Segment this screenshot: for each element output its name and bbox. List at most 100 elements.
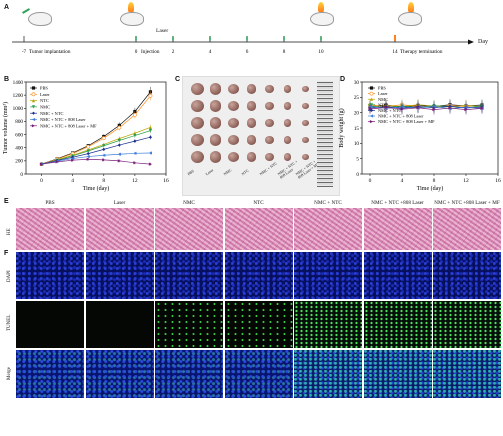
timeline-day-label: 8 [283,49,286,55]
series-nmc-ntc-808-laser-mf [368,102,484,115]
panel-label-f: F [4,250,9,257]
data-point [31,124,36,128]
data-point [86,157,90,161]
histology-image-dapi [433,252,501,299]
data-point [86,152,90,156]
data-point [368,107,372,111]
legend-label: NMC + NTC [40,111,64,116]
mouse-illustration [398,12,422,26]
data-point [148,135,153,139]
x-axis-label: Time (day) [83,185,110,192]
data-point [480,106,484,110]
data-point [369,108,374,112]
laser-icon [318,2,324,12]
histology-image-tunel [433,301,501,348]
axes: 0 4 8 12 16 0 5 10 15 20 25 30 Time (day) Body weight… [338,80,501,192]
tumor-sample [283,136,292,144]
data-point [432,108,436,112]
y-tick-label: 1400 [13,80,24,86]
tumor-sample [209,100,222,112]
x-axis-label: Time (day) [417,185,444,192]
y-tick-label: 1200 [13,93,24,99]
histology-image-merge [85,350,154,398]
histology-column-title: NMC + NTC [314,200,342,206]
tumor-volume-chart: 0 4 8 12 16 0 200 400 600 800 1000 1200 1400 Time (da… [2,80,169,192]
tumor-sample [191,117,204,129]
histology-column-title: NMC + NTC +808 Laser + MF [434,200,500,206]
mouse-illustration [28,12,52,26]
tumor-sample [283,102,292,110]
histology-image-dapi [16,252,84,299]
laser-icon [408,2,414,12]
timeline-day-label: 6 [246,49,249,55]
histology-column-title: NTC [253,200,264,206]
data-point [31,92,36,97]
y-tick-label: 30 [354,80,360,86]
tumor-sample [209,151,222,163]
data-point [117,138,121,143]
axes: 0 4 8 12 16 0 200 400 600 800 1000 1200 1400 Time (da… [2,80,169,192]
timeline-event-label: Injection [141,49,160,55]
histology-image-dapi [155,252,223,299]
timeline-axis: -7 Tumor implantation 0 Injection 2 4 6 8 10 14 Th… [12,35,474,55]
tumor-sample [283,119,292,127]
histology-image-tunel [16,301,84,348]
histology-column-title: Laser [113,200,126,206]
tumor-sample [191,151,204,163]
data-point [148,125,153,129]
data-point [369,103,374,107]
legend-label: PBS [40,86,48,91]
data-point [31,111,36,115]
data-point [102,158,106,162]
x-tick-label: 0 [369,178,372,184]
x-tick-label: 12 [463,178,469,184]
histology-image-he [294,208,362,250]
timeline-event-label: Tumor implantation [29,49,71,55]
y-tick-label: 400 [15,146,23,152]
series-line [369,106,483,110]
series-line [41,152,151,165]
histology-row-label: Merge [7,367,12,380]
tumor-sample [246,101,257,111]
y-axis-label: Body weight (g) [338,108,345,147]
legend-label: Laser [378,91,388,96]
data-point [55,160,59,164]
histology-image-he [155,208,223,250]
series-line [41,95,151,165]
legend-label: NMC [40,105,50,110]
tumor-sample [228,134,239,146]
data-point [31,117,36,122]
histology-image-he [433,208,501,250]
legend-label: NMC + NTC + 808 Laser + MF [40,123,97,128]
timeline-marker [209,36,211,41]
timeline-marker [135,36,137,41]
y-tick-label: 0 [20,172,23,178]
histology-column-title: PBS [45,200,55,206]
data-point [117,152,121,156]
data-point [31,86,36,90]
plot-frame [25,81,167,175]
histology-image-tunel [363,301,432,348]
histology-row-label: TUNEL [7,314,12,331]
data-point [86,144,91,149]
histology-image-merge [363,350,432,398]
data-point [400,107,404,111]
tumor-sample [265,152,274,162]
tumor-sample [228,100,239,112]
timeline-day-label: 4 [209,49,212,55]
tumor-sample [265,101,274,111]
data-point [384,105,388,110]
tumor-sample [302,85,309,93]
data-point [101,136,106,141]
timeline-day-label: 10 [318,49,324,55]
x-tick-label: 4 [401,178,404,184]
legend-label: NMC [378,97,388,102]
series-line [41,127,151,165]
data-point [133,161,137,165]
histology-image-merge [224,350,293,398]
timeline-day-label: 0 [135,49,138,55]
tumor-sample [283,85,292,93]
panel-label-b: B [4,76,10,83]
